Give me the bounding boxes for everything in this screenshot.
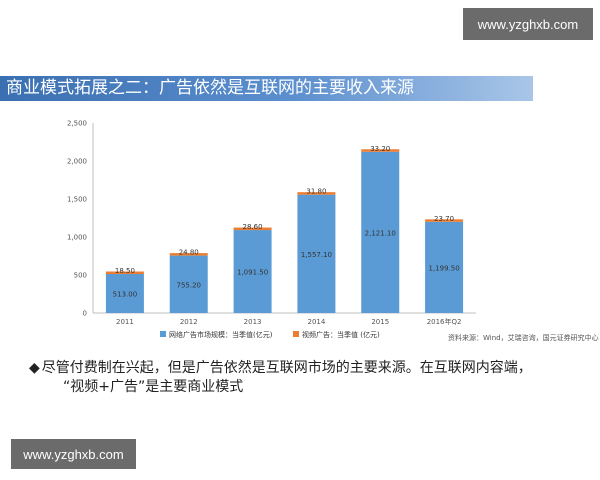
bullet-line-1: 尽管付费制在兴起，但是广告依然是互联网市场的主要来源。在互联网内容端，	[41, 360, 532, 376]
bar-series1	[297, 194, 336, 313]
bar-series2	[425, 219, 464, 222]
y-tick-label: 1,000	[67, 234, 87, 242]
bar-series2	[361, 149, 400, 152]
bullet-line-2: “视频+广告”是主要商业模式	[63, 379, 244, 395]
data-label-series2: 31.80	[306, 188, 326, 196]
data-label-series1: 1,557.10	[301, 251, 332, 259]
y-tick-label: 0	[83, 310, 87, 318]
legend-swatch	[293, 331, 299, 337]
data-label-series2: 23.70	[434, 215, 454, 223]
y-tick-label: 2,000	[67, 158, 87, 166]
x-tick-label: 2016年Q2	[427, 317, 462, 326]
bar-series1	[169, 255, 208, 313]
bullet-diamond-icon: ◆	[29, 360, 40, 376]
legend-swatch	[160, 331, 166, 337]
data-label-series1: 2,121.10	[365, 229, 396, 237]
source-note: 资料来源：Wind，艾瑞咨询，国元证券研究中心	[448, 334, 599, 342]
data-label-series1: 1,199.50	[428, 264, 459, 272]
bar-series1	[105, 274, 144, 313]
bullet-paragraph: ◆ 尽管付费制在兴起，但是广告依然是互联网市场的主要来源。在互联网内容端， “视频…	[29, 359, 589, 397]
data-label-series1: 513.00	[113, 291, 138, 299]
x-tick-label: 2013	[244, 318, 262, 326]
data-label-series1: 755.20	[177, 281, 202, 289]
bar-series2	[105, 271, 144, 275]
slide-title: 商业模式拓展之二：广告依然是互联网的主要收入来源	[0, 76, 533, 101]
legend-label: 视频广告：当季值 (亿元)	[302, 330, 380, 339]
bar-series1	[361, 151, 400, 313]
x-tick-label: 2014	[308, 318, 326, 326]
data-label-series2: 28.60	[243, 223, 263, 231]
x-tick-label: 2011	[116, 318, 134, 326]
x-tick-label: 2015	[371, 318, 389, 326]
data-label-series2: 33.20	[370, 145, 390, 153]
x-tick-label: 2012	[180, 318, 198, 326]
legend-label: 网络广告市场规模：当季值(亿元)	[169, 330, 273, 339]
data-label-series1: 1,091.50	[237, 269, 268, 277]
bar-series2	[169, 253, 208, 256]
data-label-series2: 24.80	[179, 249, 199, 257]
bar-series1	[425, 221, 464, 313]
y-tick-label: 500	[74, 272, 87, 280]
bar-series2	[233, 227, 272, 231]
y-tick-label: 1,500	[67, 196, 87, 204]
bar-series2	[297, 192, 336, 195]
y-tick-label: 2,500	[67, 120, 87, 128]
bar-series1	[233, 230, 272, 313]
data-label-series2: 18.50	[115, 267, 135, 275]
watermark-bottom: www.yzghxb.com	[11, 439, 136, 469]
watermark-top: www.yzghxb.com	[463, 8, 593, 40]
